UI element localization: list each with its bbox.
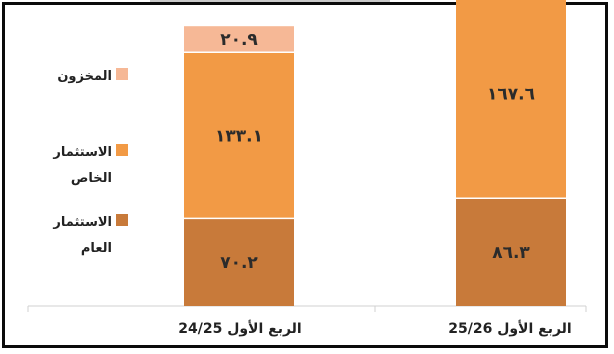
legend-swatch-private-investment (116, 144, 128, 156)
legend-swatch-public-investment (116, 214, 128, 226)
legend-item-private-investment: الاستثمار الخاص (50, 140, 128, 192)
legend-label-inventory: المخزون (57, 69, 112, 84)
data-label-0-2: ٢٠.٩ (220, 30, 258, 50)
bar-segment-0-0 (184, 218, 294, 306)
legend-item-public-investment: الاستثمار العام (50, 210, 128, 262)
top-divider (150, 0, 390, 2)
data-label-0-1: ١٣٣.١ (215, 126, 263, 146)
legend-swatch-inventory (116, 68, 128, 80)
data-label-0-0: ٧٠.٢ (220, 253, 258, 273)
bar-segment-0-1 (184, 52, 294, 219)
bar-segment-0-2 (184, 26, 294, 53)
legend-label-public-investment: الاستثمار العام (53, 215, 112, 256)
legend-label-private-investment: الاستثمار الخاص (53, 145, 112, 186)
bar-segment-1-0 (456, 198, 566, 306)
category-label-0: الربع الأول 24/25 (178, 320, 301, 337)
data-label-1-0: ٨٦.٣ (492, 243, 530, 263)
category-label-1: الربع الأول 25/26 (448, 320, 571, 337)
data-label-1-1: ١٦٧.٦ (487, 85, 535, 105)
bar-segment-1-1 (456, 0, 566, 199)
legend-item-inventory: المخزون (50, 64, 128, 90)
